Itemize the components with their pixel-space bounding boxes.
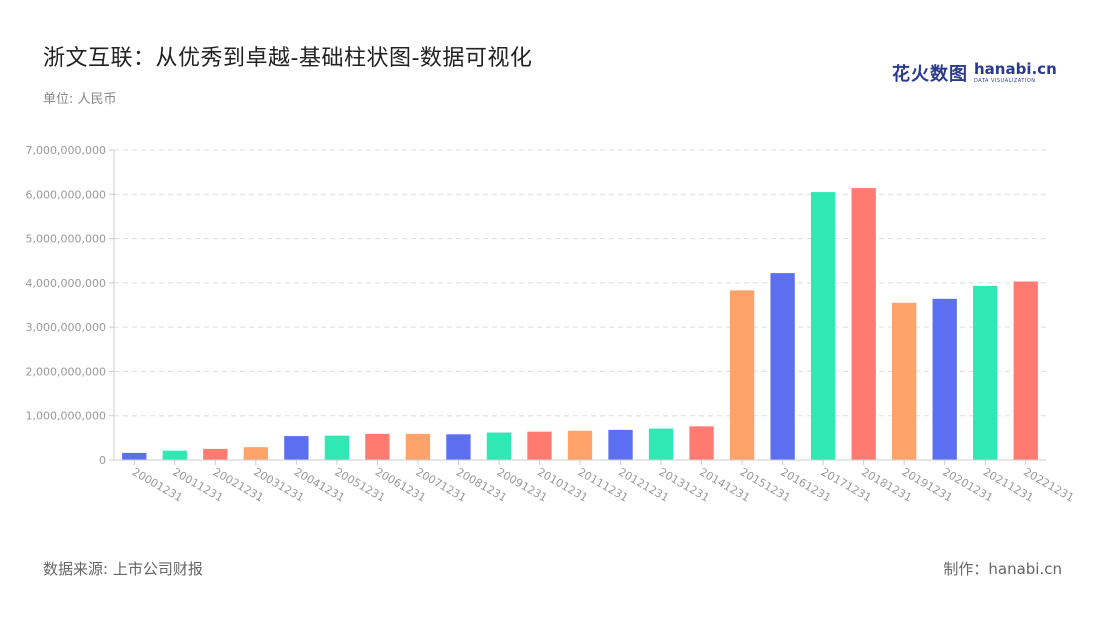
logo-chinese-text: 花火数图: [892, 64, 968, 85]
bar-20051231[interactable]: [324, 435, 350, 460]
bar-20101231[interactable]: [527, 431, 552, 460]
y-tick-label: 4,000,000,000: [26, 277, 106, 290]
bar-20141231[interactable]: [689, 426, 714, 460]
bar-20201231[interactable]: [932, 298, 957, 460]
bar-20041231[interactable]: [284, 436, 309, 460]
chart-title: 浙文互联：从优秀到卓越-基础柱状图-数据可视化: [43, 46, 533, 71]
bar-20111231[interactable]: [567, 430, 593, 460]
unit-label: 单位: 人民币: [43, 92, 117, 107]
y-tick-label: 0: [99, 454, 106, 467]
data-source: 数据来源: 上市公司财报: [43, 560, 203, 578]
bars-layer: [122, 188, 1038, 461]
maker-credit: 制作：hanabi.cn: [943, 560, 1062, 578]
y-tick-label: 2,000,000,000: [26, 365, 106, 378]
y-tick-label: 1,000,000,000: [26, 410, 106, 423]
y-tick-label: 6,000,000,000: [26, 188, 106, 201]
bar-20001231[interactable]: [122, 452, 147, 460]
bar-20011231[interactable]: [162, 450, 187, 460]
bar-20081231[interactable]: [446, 434, 471, 460]
logo-subtitle: DATA VISUALIZATION: [974, 78, 1036, 84]
bar-20021231[interactable]: [203, 448, 228, 460]
y-tick-label: 7,000,000,000: [26, 144, 106, 157]
bar-20121231[interactable]: [608, 429, 633, 460]
y-tick-label: 3,000,000,000: [26, 321, 106, 334]
y-tick-label: 5,000,000,000: [26, 233, 106, 246]
x-axis: 2000123120011231200212312003123120041231…: [114, 459, 1076, 505]
bar-20221231[interactable]: [1013, 281, 1038, 460]
grid-layer: [114, 149, 1046, 417]
bar-20181231[interactable]: [851, 188, 876, 461]
bar-20131231[interactable]: [648, 428, 674, 460]
bar-20191231[interactable]: [892, 302, 917, 460]
bar-20061231[interactable]: [365, 433, 390, 460]
y-axis: 0 1,000,000,000 2,000,000,000 3,000,000,000…: [26, 144, 115, 467]
bar-20091231[interactable]: [486, 432, 512, 460]
logo-english-text: hanabi.cn: [974, 60, 1057, 78]
bar-20071231[interactable]: [405, 433, 431, 460]
logo-english-block: hanabi.cn DATA VISUALIZATION: [974, 62, 1057, 84]
bar-20171231[interactable]: [810, 192, 836, 461]
bar-20211231[interactable]: [973, 285, 998, 460]
brand-logo: 花火数图 hanabi.cn DATA VISUALIZATION: [892, 60, 1057, 86]
bar-20031231[interactable]: [243, 447, 268, 460]
bar-20161231[interactable]: [770, 273, 795, 460]
bar-20151231[interactable]: [729, 290, 755, 460]
